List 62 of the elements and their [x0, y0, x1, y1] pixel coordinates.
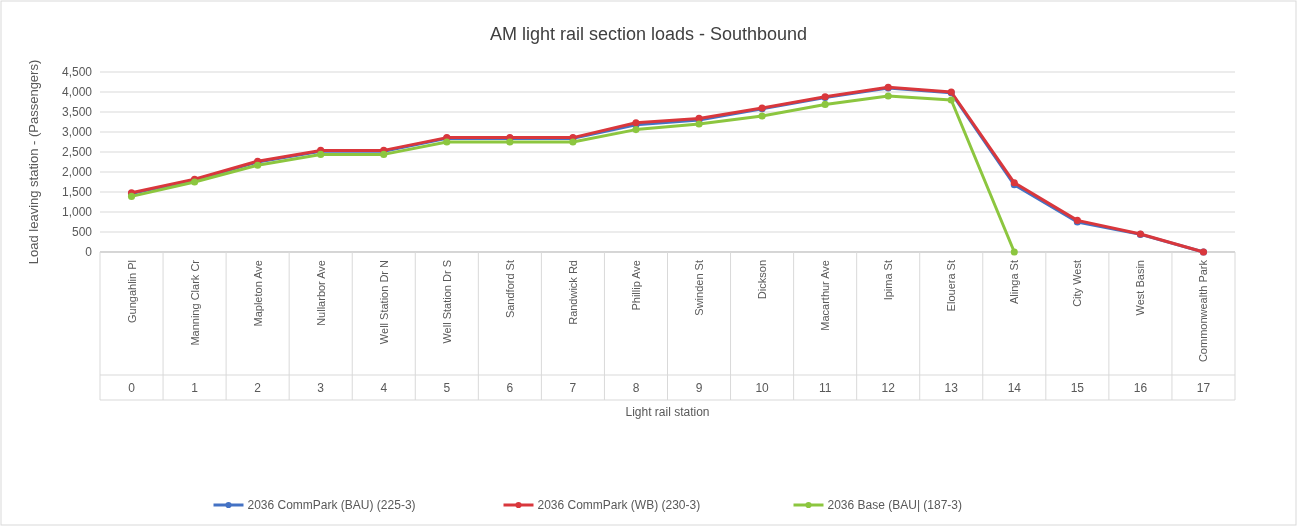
point [632, 126, 640, 134]
x-tick-label: Phillip Ave [629, 260, 642, 311]
legend-label: 2036 CommPark (BAU) (225-3) [247, 498, 416, 513]
point [884, 92, 892, 100]
text: 8 [632, 381, 640, 395]
x-axis-title: Light rail station [625, 405, 710, 419]
text: 17 [1196, 381, 1211, 395]
point [695, 120, 703, 128]
text: 6 [506, 381, 514, 395]
text: 10 [755, 381, 770, 395]
point [443, 138, 451, 146]
text: 9 [695, 381, 703, 395]
y-tick-label: 0 [85, 245, 93, 260]
y-tick-label: 4,500 [61, 65, 93, 80]
text: 0 [128, 381, 136, 395]
point [758, 112, 766, 120]
x-tick-label: Manning Clark Cr [188, 259, 201, 346]
x-tick-label: Swinden St [693, 260, 706, 316]
x-tick-label: Well Station Dr N [377, 259, 390, 345]
x-tick-label: Mapleton Ave [251, 260, 264, 327]
text: 7 [569, 381, 577, 395]
text: 15 [1070, 381, 1085, 395]
x-tick-label: Elouera St [945, 260, 958, 312]
text: 5 [443, 381, 451, 395]
text: 16 [1133, 381, 1148, 395]
text: 14 [1007, 381, 1022, 395]
legend-label: 2036 CommPark (WB) (230-3) [537, 498, 701, 513]
point [947, 96, 955, 104]
text: 3 [317, 381, 325, 395]
y-tick-label: 3,000 [61, 125, 93, 140]
text: 11 [818, 381, 832, 395]
y-tick-label: 2,500 [61, 145, 93, 160]
point [569, 138, 577, 146]
y-tick-label: 4,000 [61, 85, 93, 100]
x-tick-label: Sandford St [503, 260, 516, 319]
y-tick-label: 500 [71, 225, 93, 240]
text: 12 [881, 381, 896, 395]
y-tick-label: 1,500 [61, 185, 93, 200]
x-tick-label: Ipima St [882, 260, 895, 301]
y-tick-label: 2,000 [61, 165, 93, 180]
x-tick-label: Macarthur Ave [819, 260, 832, 331]
point [1010, 248, 1018, 256]
x-tick-label: Nullarbor Ave [314, 260, 327, 326]
y-tick-label: 1,000 [61, 205, 93, 220]
x-tick-label: Gungahlin Pl [125, 260, 138, 323]
text: 1 [191, 381, 199, 395]
x-tick-label: Well Station Dr S [440, 260, 453, 344]
legend-label: 2036 Base (BAU| (187-3) [827, 498, 963, 513]
chart-title: AM light rail section loads - Southbound [489, 24, 808, 44]
x-tick-label: Randwick Rd [566, 260, 579, 325]
text: 13 [944, 381, 959, 395]
y-axis-title: Load leaving station - (Passengers) [26, 59, 41, 265]
point [506, 138, 514, 146]
x-tick-label: City West [1071, 260, 1084, 307]
text: 2 [254, 381, 262, 395]
point [821, 100, 829, 108]
x-tick-label: Commonwealth Park [1197, 259, 1210, 363]
x-tick-label: West Basin [1134, 260, 1147, 316]
y-tick-label: 3,500 [61, 105, 93, 120]
x-tick-label: Dickson [756, 260, 769, 300]
text: 4 [380, 381, 388, 395]
x-tick-label: Alinga St [1008, 260, 1021, 305]
